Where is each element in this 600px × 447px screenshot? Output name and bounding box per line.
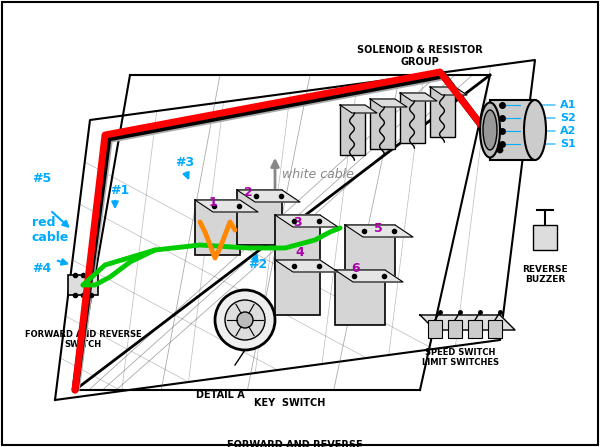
Bar bbox=[345, 225, 395, 280]
Bar bbox=[400, 93, 425, 143]
Text: red
cable: red cable bbox=[32, 216, 70, 244]
Text: 3: 3 bbox=[293, 215, 301, 228]
Bar bbox=[430, 87, 455, 137]
Polygon shape bbox=[335, 270, 403, 282]
Polygon shape bbox=[275, 260, 338, 272]
Polygon shape bbox=[195, 200, 258, 212]
Circle shape bbox=[237, 312, 253, 328]
Text: REVERSE
BUZZER: REVERSE BUZZER bbox=[522, 265, 568, 284]
Bar bbox=[195, 200, 240, 255]
Text: #2: #2 bbox=[248, 258, 267, 271]
Bar bbox=[275, 215, 320, 270]
Text: DETAIL A: DETAIL A bbox=[196, 390, 244, 400]
Bar bbox=[335, 270, 385, 325]
Polygon shape bbox=[237, 190, 300, 202]
Text: #4: #4 bbox=[32, 261, 51, 274]
Text: 5: 5 bbox=[374, 222, 382, 235]
Bar bbox=[340, 105, 365, 155]
Bar bbox=[533, 225, 557, 250]
Text: 1: 1 bbox=[209, 195, 217, 208]
Text: #3: #3 bbox=[175, 156, 194, 169]
Bar bbox=[448, 320, 462, 338]
Bar bbox=[488, 320, 502, 338]
Text: A1: A1 bbox=[560, 100, 577, 110]
Polygon shape bbox=[340, 105, 377, 113]
Ellipse shape bbox=[524, 100, 546, 160]
Text: SPEED SWITCH
LIMIT SWITCHES: SPEED SWITCH LIMIT SWITCHES bbox=[421, 348, 499, 367]
Ellipse shape bbox=[483, 110, 497, 150]
Bar bbox=[370, 99, 395, 149]
Text: #5: #5 bbox=[32, 172, 51, 185]
Polygon shape bbox=[400, 93, 437, 101]
Text: FORWARD AND REVERSE
LIMIT SWITCH: FORWARD AND REVERSE LIMIT SWITCH bbox=[227, 440, 363, 447]
Polygon shape bbox=[370, 99, 407, 107]
Bar bbox=[275, 260, 320, 315]
Polygon shape bbox=[430, 87, 467, 95]
Text: A2: A2 bbox=[560, 126, 577, 136]
Circle shape bbox=[225, 300, 265, 340]
Polygon shape bbox=[275, 215, 338, 227]
Text: FORWARD AND REVERSE
SWITCH: FORWARD AND REVERSE SWITCH bbox=[25, 330, 142, 350]
Bar bbox=[237, 190, 282, 245]
Text: S1: S1 bbox=[560, 139, 576, 149]
Polygon shape bbox=[420, 315, 515, 330]
Text: SOLENOID & RESISTOR
GROUP: SOLENOID & RESISTOR GROUP bbox=[357, 45, 483, 67]
Text: KEY  SWITCH: KEY SWITCH bbox=[254, 398, 326, 408]
Text: white cable: white cable bbox=[282, 169, 354, 181]
Text: S2: S2 bbox=[560, 113, 576, 123]
Bar bbox=[468, 320, 482, 338]
Bar bbox=[68, 275, 98, 295]
Text: 2: 2 bbox=[244, 186, 253, 199]
Text: #1: #1 bbox=[110, 184, 129, 197]
Ellipse shape bbox=[480, 102, 500, 157]
Text: 6: 6 bbox=[352, 261, 361, 274]
Bar bbox=[490, 100, 535, 160]
Polygon shape bbox=[345, 225, 413, 237]
Text: 4: 4 bbox=[296, 245, 304, 258]
Circle shape bbox=[215, 290, 275, 350]
Bar bbox=[428, 320, 442, 338]
